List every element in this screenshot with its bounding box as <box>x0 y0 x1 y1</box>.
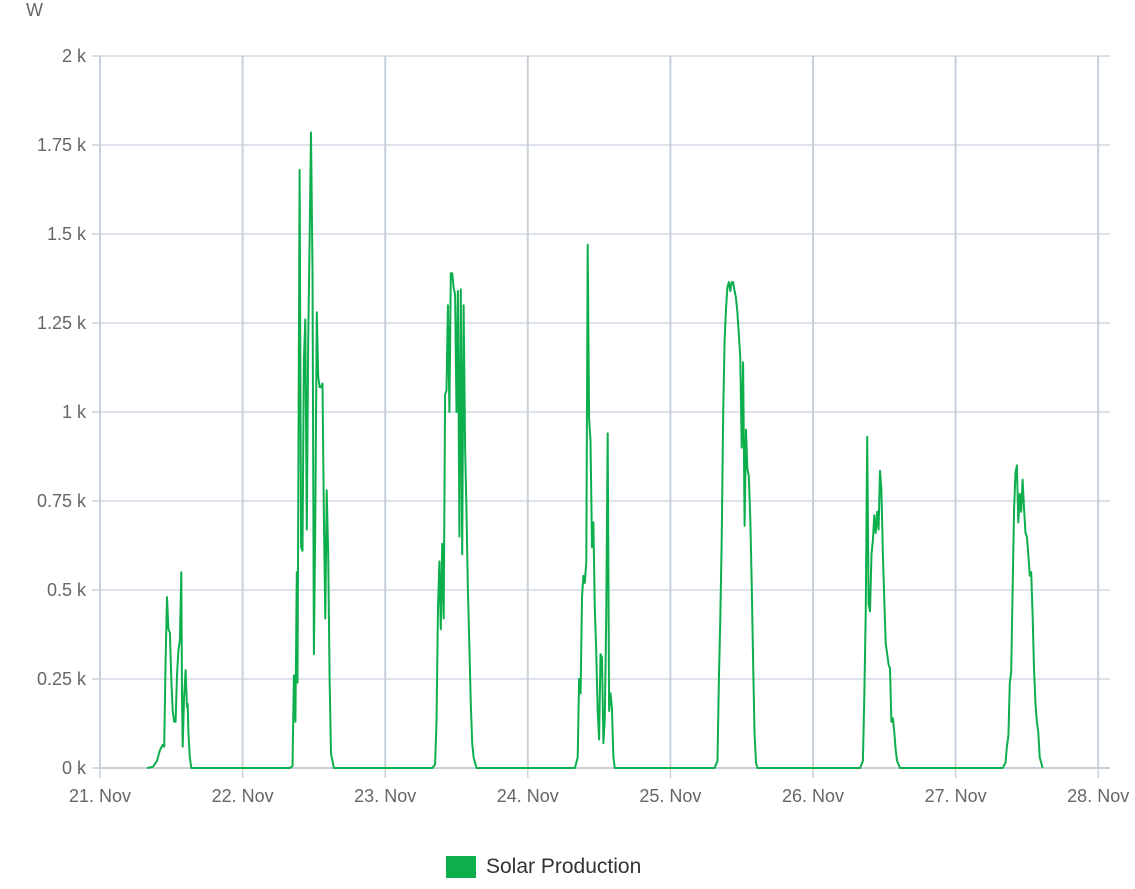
x-tick-label: 25. Nov <box>639 786 701 806</box>
x-tick-label: 23. Nov <box>354 786 416 806</box>
x-tick-label: 27. Nov <box>925 786 987 806</box>
legend[interactable]: Solar Production <box>446 854 641 880</box>
x-axis: 21. Nov 22. Nov 23. Nov 24. Nov 25. Nov 26. N… <box>69 767 1129 806</box>
x-tick-label: 21. Nov <box>69 786 131 806</box>
y-tick-label: 1.5 k <box>47 224 87 244</box>
y-tick-label: 0.75 k <box>37 491 87 511</box>
x-tick-label: 28. Nov <box>1067 786 1129 806</box>
y-tick-label: 1.25 k <box>37 313 87 333</box>
y-tick-label: 1.75 k <box>37 135 87 155</box>
y-tick-label: 0.25 k <box>37 669 87 689</box>
series-line-solar-production[interactable] <box>146 131 1044 769</box>
series-layer <box>146 131 1044 769</box>
y-axis: 0 k 0.25 k 0.5 k 0.75 k 1 k 1.25 k 1.5 k 1.75 k… <box>37 46 100 778</box>
y-tick-label: 1 k <box>62 402 87 422</box>
y-tick-label: 0 k <box>62 758 87 778</box>
x-tick-label: 26. Nov <box>782 786 844 806</box>
grid-lines <box>99 55 1110 769</box>
legend-label-solar-production[interactable]: Solar Production <box>486 855 642 878</box>
x-tick-label: 24. Nov <box>497 786 559 806</box>
legend-swatch[interactable] <box>446 856 476 878</box>
y-axis-unit-label: W <box>26 0 43 20</box>
x-tick-label: 22. Nov <box>212 786 274 806</box>
y-tick-label: 0.5 k <box>47 580 87 600</box>
y-tick-label: 2 k <box>62 46 87 66</box>
